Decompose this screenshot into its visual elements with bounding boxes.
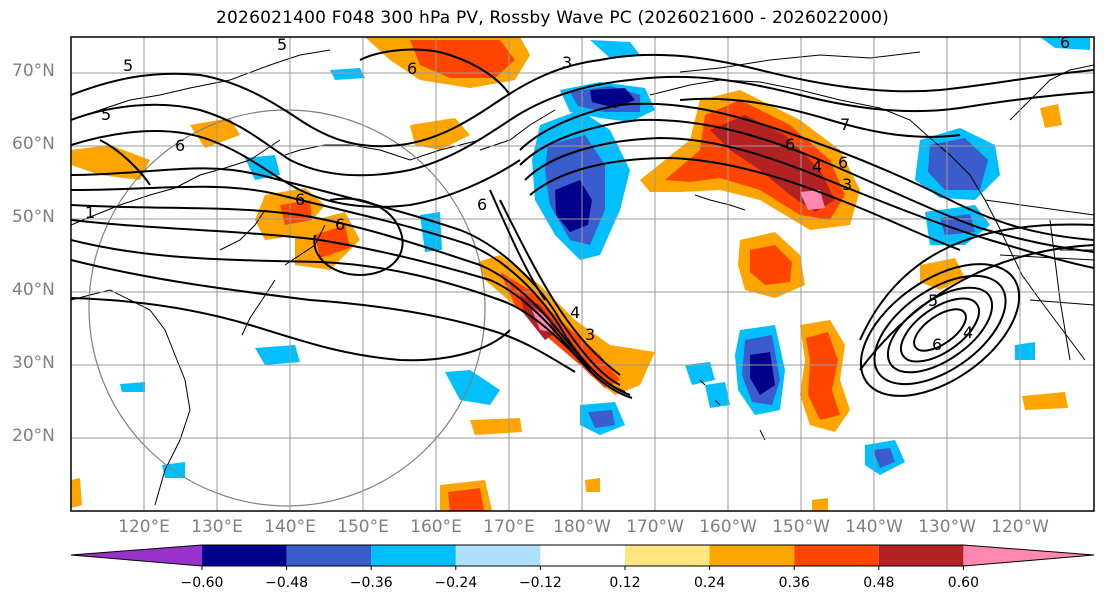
anomaly-negative xyxy=(120,382,145,392)
contour-label: 4 xyxy=(963,323,973,342)
colorbar-segment xyxy=(540,545,625,566)
contour-label: 5 xyxy=(101,105,111,124)
lon-label: 140°W xyxy=(845,517,903,537)
map-title: 2026021400 F048 300 hPa PV, Rossby Wave … xyxy=(216,8,889,28)
lon-label: 140°E xyxy=(264,517,316,537)
colorbar-segment xyxy=(794,545,879,566)
anomaly-positive xyxy=(710,115,835,212)
lon-label: 130°W xyxy=(918,517,976,537)
anomaly-negative xyxy=(590,40,640,58)
colorbar-tick-label: 0.24 xyxy=(694,575,726,591)
lon-label: 170°E xyxy=(483,517,535,537)
contour-label: 6 xyxy=(295,190,305,209)
anomaly-positive xyxy=(448,488,484,511)
colorbar-tick-label: −0.24 xyxy=(434,575,478,591)
colorbar-tick-label: 0.48 xyxy=(863,575,895,591)
graticule xyxy=(71,37,1094,511)
anomaly-negative xyxy=(590,88,635,108)
colorbar-segment xyxy=(202,545,287,566)
contour-label: 7 xyxy=(840,115,850,134)
map-content: 5 5 5 6 6 1 3 7 6 6 6 4 3 6 3 4 6 6 4 5 … xyxy=(71,33,1094,511)
anomaly-negative xyxy=(685,362,715,385)
contour-label: 6 xyxy=(477,195,487,214)
lon-label: 120°W xyxy=(991,517,1049,537)
contour-label: 5 xyxy=(277,35,287,54)
lon-label: 160°W xyxy=(699,517,757,537)
contour-label: 6 xyxy=(785,135,795,154)
anomaly-negative xyxy=(750,352,775,395)
contour-label: 4 xyxy=(570,303,580,322)
anomaly-negative xyxy=(588,410,615,428)
colorbar-tick-label: −0.60 xyxy=(180,575,224,591)
contour-label: 5 xyxy=(123,56,133,75)
contour-label: 6 xyxy=(1060,33,1070,52)
contour-labels: 5 5 5 6 6 1 3 7 6 6 6 4 3 6 3 4 6 6 4 5 … xyxy=(85,33,1070,354)
lat-label: 50°N xyxy=(12,207,55,227)
colorbar-tick-label: −0.48 xyxy=(265,575,309,591)
anomaly-positive xyxy=(71,145,150,180)
colorbar-tick-label: −0.12 xyxy=(518,575,562,591)
colorbar-segment xyxy=(455,545,541,566)
colorbar-tick-label: −0.36 xyxy=(349,575,393,591)
contour-label: 6 xyxy=(175,136,185,155)
colorbar-tick-label: 0.36 xyxy=(778,575,810,591)
colorbar-extend-max xyxy=(963,545,1094,566)
anomaly-negative xyxy=(255,345,300,365)
contour-label: 5 xyxy=(928,291,938,310)
lon-label: 160°E xyxy=(410,517,462,537)
anomaly-positive xyxy=(1022,392,1068,410)
anomaly-positive xyxy=(812,498,828,511)
lon-label: 150°E xyxy=(337,517,389,537)
anomaly-positive xyxy=(71,478,82,508)
colorbar-segment xyxy=(625,545,710,566)
contour-label: 3 xyxy=(585,325,595,344)
anomaly-negative xyxy=(1015,342,1035,360)
lat-label: 40°N xyxy=(12,280,55,300)
pv-contours xyxy=(71,48,1094,399)
lat-label: 20°N xyxy=(12,426,55,446)
anomaly-negative xyxy=(330,68,365,80)
contour-label: 1 xyxy=(85,203,95,222)
anomaly-negative xyxy=(873,448,895,468)
lon-label: 150°W xyxy=(772,517,830,537)
lat-label: 30°N xyxy=(12,353,55,373)
anomaly-positive xyxy=(1040,104,1062,128)
colorbar-tick-label: 0.60 xyxy=(947,575,979,591)
anomaly-negative xyxy=(705,382,730,408)
great-circle-ring xyxy=(88,109,486,507)
colorbar-segment xyxy=(709,545,795,566)
lon-label: 120°E xyxy=(118,517,170,537)
contour-label: 6 xyxy=(335,215,345,234)
map-frame xyxy=(70,36,1095,512)
lon-label: 170°W xyxy=(626,517,684,537)
contour-label: 3 xyxy=(842,175,852,194)
anomaly-negative xyxy=(1040,37,1090,50)
colorbar-tick-label: 0.12 xyxy=(609,575,641,591)
contour-label: 6 xyxy=(838,153,848,172)
anomaly-negative xyxy=(928,138,988,190)
anomaly-negative xyxy=(445,370,500,405)
anomaly-positive xyxy=(470,418,522,435)
anomaly-positive xyxy=(750,245,792,285)
contour-label: 4 xyxy=(812,157,822,176)
contour-label: 6 xyxy=(932,335,942,354)
colorbar-segment xyxy=(371,545,456,566)
anomaly-positive xyxy=(585,478,600,492)
contour-label: 3 xyxy=(562,53,572,72)
colorbar-extend-min xyxy=(71,545,202,566)
lon-label: 130°E xyxy=(191,517,243,537)
contour-label: 6 xyxy=(407,59,417,78)
colorbar-segment xyxy=(878,545,964,566)
anomaly-positive xyxy=(920,258,965,290)
lat-label: 60°N xyxy=(12,134,55,154)
lat-label: 70°N xyxy=(12,61,55,81)
colorbar xyxy=(70,544,1095,570)
anomaly-positive xyxy=(190,118,240,148)
anomaly-positive xyxy=(806,332,840,420)
anomaly-positive xyxy=(800,190,825,210)
lon-label: 180°W xyxy=(553,517,611,537)
colorbar-segment xyxy=(286,545,372,566)
